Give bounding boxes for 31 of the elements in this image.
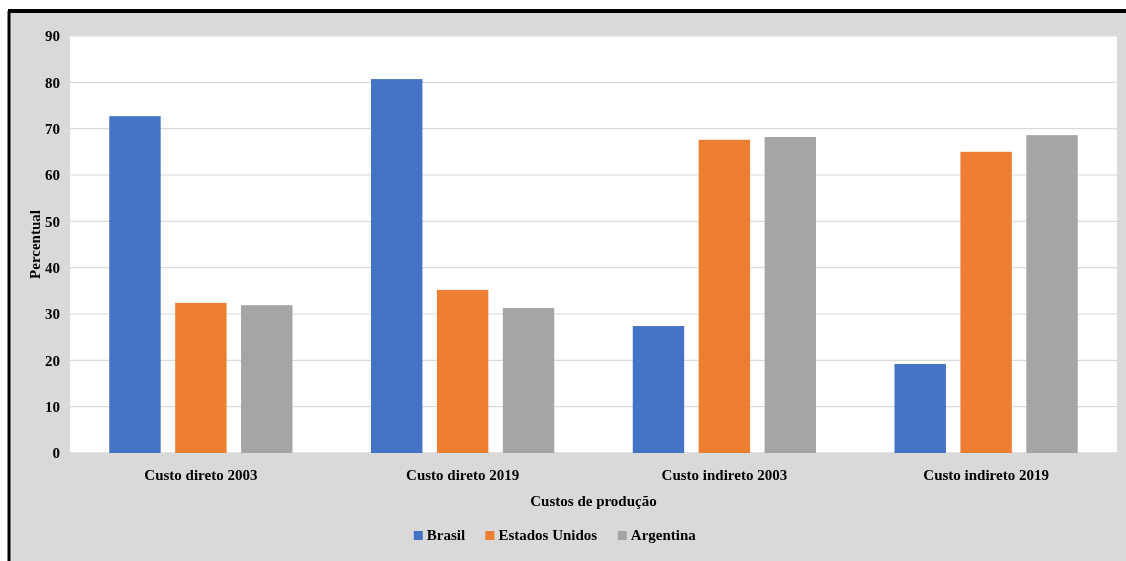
bar: [1026, 135, 1078, 453]
y-tick-label: 40: [45, 259, 60, 276]
bar: [371, 79, 423, 453]
x-tick-label: Custo direto 2019: [406, 467, 520, 483]
x-tick-label: Custo indireto 2019: [923, 467, 1049, 483]
bar: [764, 137, 816, 453]
bar: [698, 139, 751, 453]
bar: [632, 326, 685, 453]
bar: [109, 116, 161, 453]
legend-label: Brasil: [426, 527, 466, 543]
y-tick-label: 70: [45, 120, 60, 137]
y-tick-label: 90: [45, 28, 60, 45]
legend-label: Estados Unidos: [498, 527, 598, 543]
y-tick-label: 60: [45, 167, 60, 184]
y-tick-label: 30: [45, 306, 60, 323]
y-tick-label: 20: [45, 352, 60, 369]
bar: [502, 307, 555, 453]
y-tick-label: 80: [45, 74, 60, 91]
bar: [175, 302, 227, 453]
y-tick-label: 10: [45, 398, 60, 415]
y-tick-label: 0: [52, 445, 60, 462]
x-tick-label: Custo indireto 2003: [661, 467, 788, 483]
y-tick-label: 50: [45, 213, 60, 230]
bar: [436, 289, 489, 453]
y-axis-title: Percentual: [27, 210, 43, 279]
bar: [960, 151, 1012, 453]
bar: [241, 305, 293, 453]
legend-label: Argentina: [630, 527, 697, 543]
bar: [894, 364, 946, 453]
x-tick-label: Custo direto 2003: [144, 467, 258, 483]
x-axis-title: Custos de produção: [530, 493, 657, 509]
